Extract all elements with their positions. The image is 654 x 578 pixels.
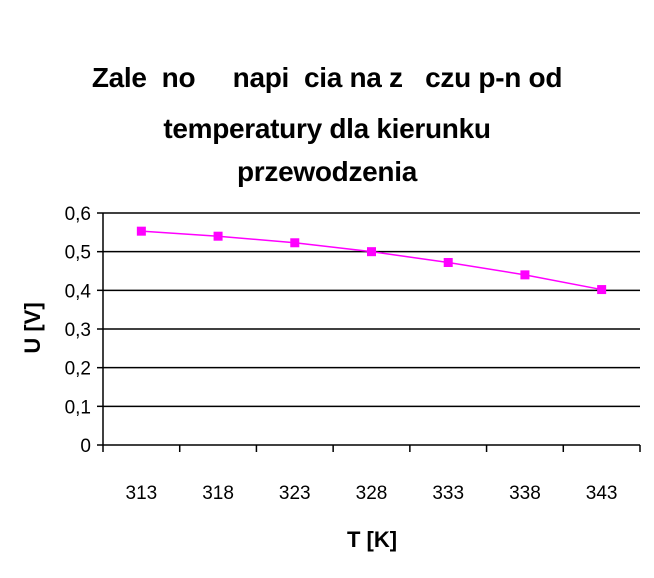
x-axis-label: T [K] bbox=[347, 527, 397, 552]
y-tick-label: 0,6 bbox=[65, 204, 91, 225]
x-tick-label: 318 bbox=[202, 483, 234, 504]
data-point bbox=[520, 270, 530, 280]
data-point bbox=[213, 231, 223, 241]
data-point bbox=[367, 247, 376, 257]
x-tick-label: 343 bbox=[586, 483, 618, 504]
y-tick-label: 0,5 bbox=[65, 243, 91, 264]
chart-title-line-2: temperatury dla kierunku bbox=[163, 113, 491, 144]
chart-title-line-3: przewodzenia bbox=[237, 156, 417, 187]
y-tick-label: 0 bbox=[80, 436, 91, 457]
data-point bbox=[136, 226, 146, 236]
series-line bbox=[141, 230, 602, 291]
y-tick-label: 0,4 bbox=[65, 281, 92, 302]
chart-title-line-1: Zale no napi cia na z czu p-n od bbox=[91, 62, 563, 93]
data-point bbox=[443, 257, 453, 267]
y-tick-label: 0,3 bbox=[65, 320, 91, 341]
x-tick-label: 328 bbox=[356, 483, 388, 504]
x-tick-labels: 313 318 323 328 333 338 343 bbox=[126, 483, 618, 504]
series-group bbox=[136, 226, 607, 295]
x-tick-label: 313 bbox=[126, 483, 158, 504]
x-tick-label: 338 bbox=[509, 483, 541, 504]
data-point bbox=[290, 238, 300, 248]
data-point bbox=[597, 285, 607, 295]
x-tick-label: 333 bbox=[432, 483, 464, 504]
axes bbox=[97, 212, 641, 452]
y-tick-label: 0,1 bbox=[65, 397, 91, 418]
y-tick-label: 0,2 bbox=[65, 359, 91, 380]
x-tick-label: 323 bbox=[279, 483, 311, 504]
y-tick-labels: 0 0,1 0,2 0,3 0,4 0,5 0,6 bbox=[65, 204, 92, 457]
gridlines bbox=[103, 212, 640, 408]
y-axis-label: U [V] bbox=[20, 302, 45, 353]
